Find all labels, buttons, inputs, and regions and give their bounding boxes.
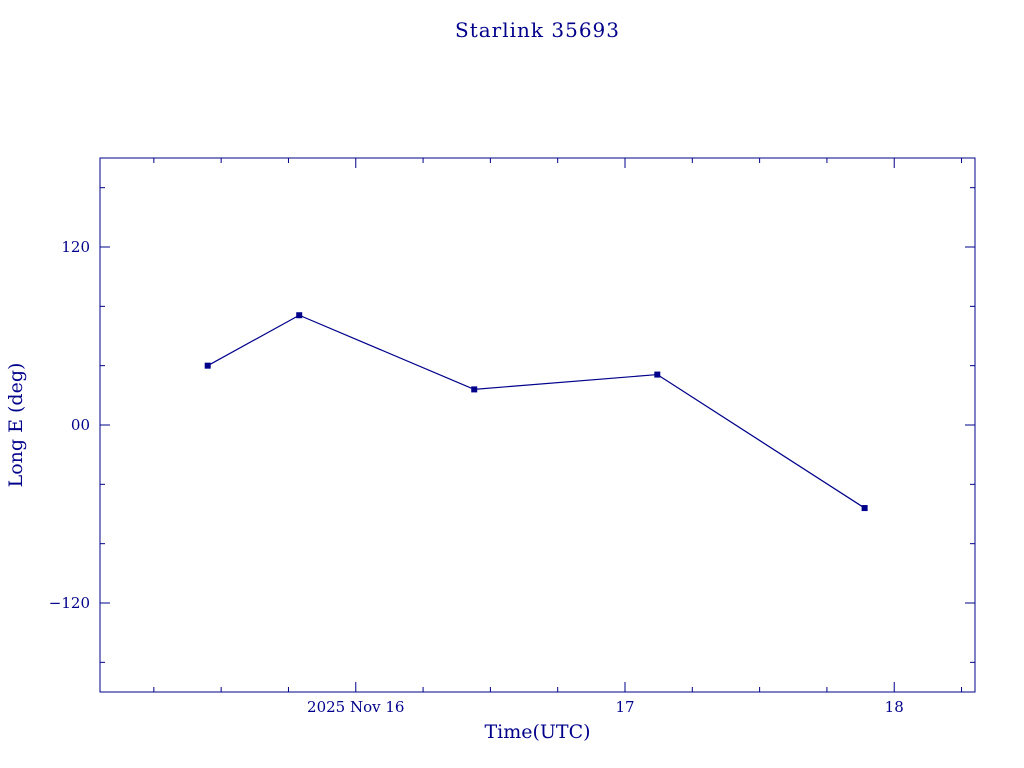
plot-frame (99, 157, 976, 693)
data-point-marker (861, 505, 868, 512)
y-tick-label: 120 (61, 238, 90, 256)
y-tick-label: 00 (71, 416, 90, 434)
series-line (207, 314, 865, 509)
x-tick-label: 2025 Nov 16 (307, 698, 404, 716)
data-point-marker (204, 362, 211, 369)
data-point-marker (471, 386, 478, 393)
x-tick-label: 18 (885, 698, 904, 716)
y-axis-label: Long E (deg) (5, 363, 27, 488)
x-axis-label: Time(UTC) (484, 721, 590, 743)
chart-title: Starlink 35693 (455, 18, 620, 42)
data-point-marker (296, 312, 303, 319)
y-tick-label: −120 (49, 594, 90, 612)
x-tick-label: 17 (615, 698, 634, 716)
data-point-marker (654, 371, 661, 378)
